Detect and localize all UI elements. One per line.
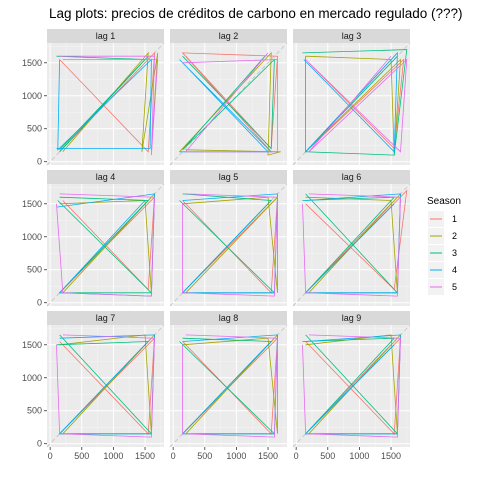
series-line-season-3 [56, 55, 149, 153]
legend-item-season-1: 1 [428, 211, 457, 227]
series-line-season-4 [303, 51, 398, 153]
x-tick-label: 0 [171, 451, 176, 461]
legend-item-season-4: 4 [428, 262, 457, 278]
y-tick-label: 500 [27, 124, 42, 134]
y-tick-label: 500 [27, 265, 42, 275]
panel-strip [293, 170, 410, 184]
y-tick-label: 1000 [22, 232, 42, 242]
panel-strip-label: lag 9 [342, 313, 362, 323]
y-tick-label: 500 [27, 406, 42, 416]
y-tick-label: 1000 [22, 373, 42, 383]
y-tick-label: 1500 [22, 199, 42, 209]
x-tick-label: 1000 [349, 451, 369, 461]
series-line-season-5 [302, 193, 401, 297]
x-tick-label: 500 [74, 451, 89, 461]
y-tick-label: 0 [37, 157, 42, 167]
panel-lag-6: lag 6 [292, 170, 411, 307]
panel-strip-label: lag 1 [96, 31, 116, 41]
panel-lag-5: lag 5 [169, 170, 288, 307]
legend-item-season-3: 3 [428, 245, 457, 261]
panel-lag-9: lag 9 0 500 1000 1500 [292, 311, 411, 461]
x-tick-label: 1500 [135, 451, 155, 461]
x-tick-label: 500 [197, 451, 212, 461]
panel-strip-label: lag 6 [342, 172, 362, 182]
legend-keys: 1 2 3 4 5 [428, 211, 457, 295]
panel-strip [293, 29, 410, 43]
legend-label: 4 [452, 265, 457, 275]
panel-strip [293, 311, 410, 325]
legend-item-season-2: 2 [428, 228, 457, 244]
y-tick-label: 0 [37, 298, 42, 308]
y-tick-label: 1000 [22, 91, 42, 101]
panel-strip [47, 29, 164, 43]
x-tick-label: 1500 [381, 451, 401, 461]
series-line-season-5 [56, 193, 155, 297]
panel-strip-label: lag 8 [219, 313, 239, 323]
series-line-season-5 [182, 193, 278, 297]
panel-strip-label: lag 3 [342, 31, 362, 41]
panel-strip [170, 170, 287, 184]
chart-title: Lag plots: precios de créditos de carbon… [49, 6, 463, 21]
panel-strip-label: lag 4 [96, 172, 116, 182]
legend-label: 3 [452, 248, 457, 258]
series-line-season-5 [56, 334, 155, 438]
panel-strip-label: lag 5 [219, 172, 239, 182]
panel-lag-1: lag 1 0 500 1000 1500 [22, 29, 165, 167]
series-line-season-1 [181, 52, 278, 153]
panel-strip [170, 311, 287, 325]
panel-strip-label: lag 2 [219, 31, 239, 41]
y-tick-label: 0 [37, 439, 42, 449]
series-line-season-2 [182, 196, 278, 294]
legend-label: 2 [452, 231, 457, 241]
panel-lag-2: lag 2 [169, 29, 288, 166]
y-tick-label: 1500 [22, 58, 42, 68]
series-line-season-5 [305, 55, 408, 153]
legend-label: 5 [452, 282, 457, 292]
x-tick-label: 1000 [226, 451, 246, 461]
panel-lag-8: lag 8 0 500 1000 1500 [169, 311, 288, 461]
y-tick-label: 1500 [22, 340, 42, 350]
legend: Season 1 2 3 4 5 [427, 196, 461, 295]
legend-item-season-5: 5 [428, 279, 457, 295]
series-line-season-4 [179, 59, 273, 153]
panel-strip [170, 29, 287, 43]
panel-grid: lag 1 0 500 1000 1500 lag 2 lag 3 lag 4 0 500 1000… [22, 29, 411, 461]
panel-strip [47, 311, 164, 325]
x-tick-label: 500 [320, 451, 335, 461]
series-line-season-1 [305, 189, 408, 294]
panel-lag-4: lag 4 0 500 1000 1500 [22, 170, 165, 308]
series-line-season-5 [302, 334, 401, 438]
x-tick-label: 1500 [258, 451, 278, 461]
x-tick-label: 0 [48, 451, 53, 461]
legend-title: Season [427, 196, 461, 207]
series-line-season-5 [182, 334, 278, 438]
x-tick-label: 1000 [103, 451, 123, 461]
panel-strip [47, 170, 164, 184]
panel-strip-label: lag 7 [96, 313, 116, 323]
x-tick-label: 0 [294, 451, 299, 461]
series-line-season-5 [182, 52, 278, 153]
series-line-season-5 [59, 55, 159, 156]
panel-lag-3: lag 3 [292, 29, 411, 166]
legend-label: 1 [452, 214, 457, 224]
panel-lag-7: lag 7 0 500 1000 1500 0 500 1000 1500 [22, 311, 165, 461]
